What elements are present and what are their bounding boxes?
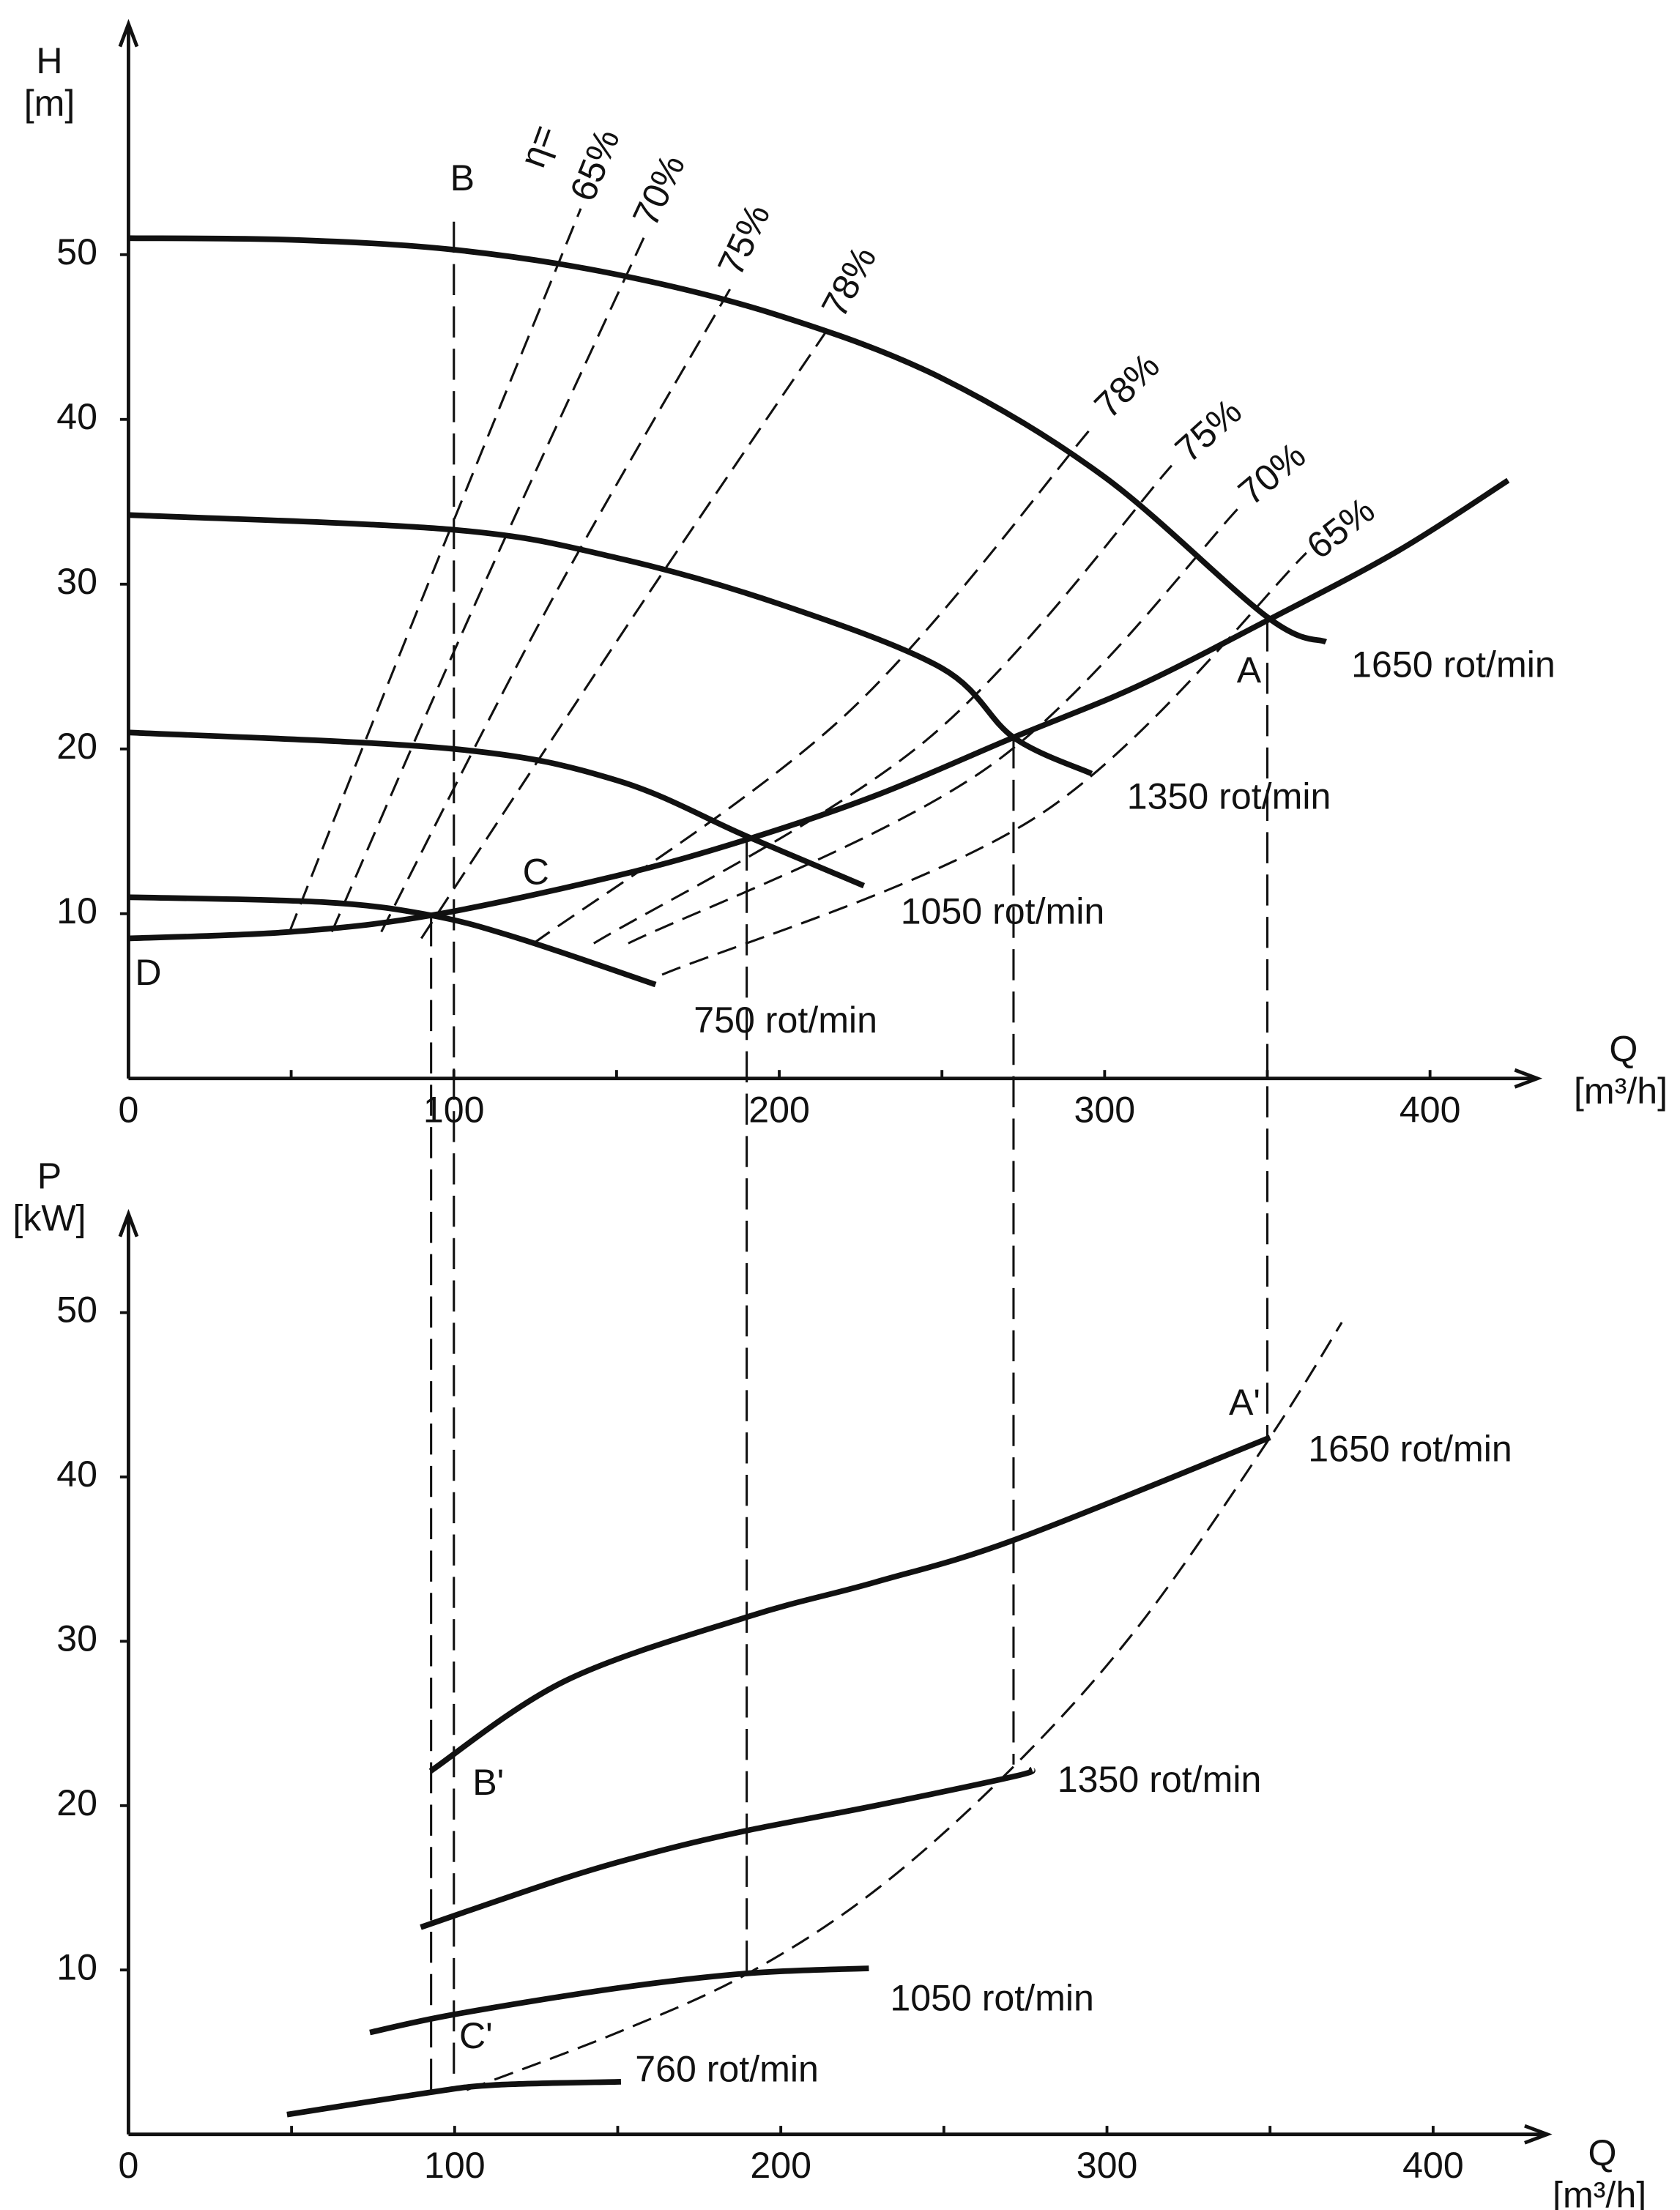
point-label: B bbox=[450, 157, 475, 198]
curve-label: 78% bbox=[1087, 345, 1168, 426]
curve-label: 1350 rot/min bbox=[1058, 1759, 1262, 1800]
point-label: B' bbox=[472, 1762, 504, 1803]
curve-label: 78% bbox=[814, 239, 885, 324]
curve-label: 1050 rot/min bbox=[890, 1978, 1094, 2019]
curve bbox=[286, 2078, 622, 2118]
curve bbox=[128, 477, 1510, 942]
y-tick-label: 10 bbox=[56, 1946, 97, 1987]
y-tick-label: 40 bbox=[56, 396, 97, 437]
curve-label: 1350 rot/min bbox=[1127, 775, 1331, 816]
efficiency-curve bbox=[380, 282, 735, 933]
curve-label: 65% bbox=[1299, 489, 1383, 567]
y-axis-arrow bbox=[118, 1208, 139, 1238]
curve-label: 1650 rot/min bbox=[1308, 1429, 1512, 1470]
y-tick-label: 50 bbox=[56, 1290, 97, 1331]
curve bbox=[128, 512, 1093, 777]
curve-label: 70% bbox=[1230, 434, 1313, 513]
x-axis-label: Q bbox=[1609, 1028, 1638, 1069]
y-tick-label: 30 bbox=[56, 561, 97, 602]
curve-label: 1650 rot/min bbox=[1351, 644, 1556, 685]
curve bbox=[128, 729, 866, 889]
efficiency-curve bbox=[661, 551, 1307, 976]
curve-label: 75% bbox=[1167, 390, 1249, 470]
efficiency-curve bbox=[330, 232, 647, 933]
y-tick-label: 30 bbox=[56, 1618, 97, 1659]
x-axis-arrow bbox=[1514, 1068, 1543, 1089]
x-axis-unit: [m³/h] bbox=[1574, 1071, 1668, 1112]
x-axis-label: Q bbox=[1588, 2132, 1616, 2173]
y-axis-label: H bbox=[36, 40, 62, 81]
x-tick-label: 300 bbox=[1077, 2145, 1138, 2186]
curve-label: 1050 rot/min bbox=[901, 890, 1105, 931]
x-axis-arrow bbox=[1524, 2124, 1553, 2145]
y-tick-label: 10 bbox=[56, 890, 97, 931]
y-axis-unit: [kW] bbox=[12, 1198, 86, 1239]
eta-label: η= bbox=[512, 119, 565, 173]
x-tick-label: 200 bbox=[750, 2145, 811, 2186]
x-tick-label: 0 bbox=[119, 2145, 139, 2186]
curve-label: 760 rot/min bbox=[635, 2049, 819, 2090]
efficiency-curve bbox=[466, 1322, 1343, 2091]
efficiency-curve bbox=[628, 504, 1243, 945]
curve-label: 65% bbox=[562, 123, 627, 207]
y-tick-label: 20 bbox=[56, 726, 97, 767]
x-tick-label: 0 bbox=[119, 1089, 139, 1130]
y-axis-label: P bbox=[37, 1156, 62, 1197]
x-tick-label: 400 bbox=[1402, 2145, 1464, 2186]
point-label: D bbox=[135, 952, 161, 993]
efficiency-curve bbox=[532, 427, 1093, 945]
curve bbox=[128, 894, 657, 988]
x-tick-label: 300 bbox=[1074, 1089, 1136, 1130]
curve bbox=[128, 235, 1327, 645]
curve-label: 70% bbox=[625, 149, 693, 233]
y-tick-label: 40 bbox=[56, 1454, 97, 1495]
y-tick-label: 20 bbox=[56, 1782, 97, 1823]
curve bbox=[369, 1965, 869, 2036]
point-label: A bbox=[1237, 650, 1262, 691]
curve bbox=[428, 1435, 1271, 1774]
y-tick-label: 50 bbox=[56, 231, 97, 272]
curve-label: 75% bbox=[710, 198, 778, 282]
efficiency-curve bbox=[592, 464, 1173, 945]
efficiency-curve bbox=[288, 208, 582, 933]
x-tick-label: 400 bbox=[1400, 1089, 1461, 1130]
efficiency-curve bbox=[420, 323, 833, 940]
x-tick-label: 200 bbox=[748, 1089, 810, 1130]
y-axis-arrow bbox=[118, 18, 139, 48]
point-label: C' bbox=[459, 2015, 493, 2056]
x-tick-label: 100 bbox=[424, 2145, 486, 2186]
point-label: A' bbox=[1229, 1382, 1260, 1423]
curve bbox=[420, 1766, 1036, 1930]
point-label: C bbox=[523, 852, 549, 893]
x-axis-unit: [m³/h] bbox=[1553, 2175, 1646, 2210]
y-axis-unit: [m] bbox=[24, 83, 75, 124]
curve-label: 750 rot/min bbox=[694, 1000, 877, 1041]
